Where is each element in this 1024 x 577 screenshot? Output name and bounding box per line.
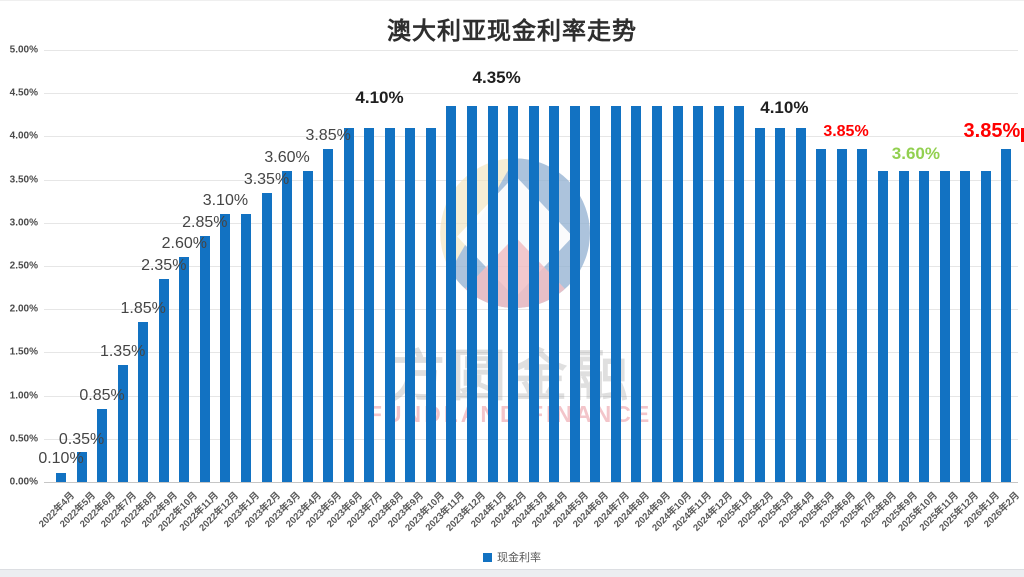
bar — [590, 106, 601, 482]
y-axis-tick-label: 5.00% — [9, 44, 38, 56]
y-axis-tick-label: 0.00% — [9, 476, 38, 488]
data-label: 2.35% — [141, 256, 187, 274]
bar — [56, 473, 66, 482]
bar — [713, 106, 724, 482]
data-label: 0.35% — [58, 430, 105, 448]
data-label: 0.10% — [38, 450, 84, 468]
bar — [651, 106, 662, 482]
bar — [158, 278, 169, 482]
bottom-edge-strip — [0, 569, 1024, 577]
y-axis-tick-label: 4.50% — [9, 87, 38, 99]
bar — [569, 106, 580, 482]
data-label: 1.35% — [99, 343, 146, 361]
bar — [610, 106, 621, 482]
bar — [425, 127, 436, 482]
bar — [919, 170, 930, 482]
bar — [857, 149, 868, 482]
bar — [384, 127, 395, 482]
gridline — [44, 93, 1018, 95]
bar — [898, 170, 909, 482]
data-label: 3.60% — [264, 148, 310, 166]
data-label: 4.10% — [760, 97, 809, 117]
legend-series-label: 现金利率 — [497, 552, 541, 564]
bar — [528, 106, 539, 482]
data-label: 1.85% — [120, 300, 166, 318]
bar — [549, 106, 560, 482]
bar — [76, 451, 87, 482]
bar — [672, 106, 683, 482]
data-label: 3.85% — [963, 120, 1021, 143]
bar — [97, 408, 108, 482]
bar — [302, 170, 313, 482]
legend: 现金利率 — [0, 549, 1024, 565]
bar — [487, 106, 498, 482]
bar — [939, 170, 950, 482]
bar — [343, 127, 354, 482]
bar — [240, 214, 251, 482]
bar — [734, 106, 745, 482]
data-label: 0.85% — [79, 386, 125, 404]
bar — [199, 235, 210, 482]
bar — [980, 170, 991, 482]
bar — [117, 365, 128, 482]
bar — [261, 192, 272, 482]
bar — [405, 127, 416, 482]
bar — [775, 127, 786, 482]
bar — [693, 106, 704, 482]
data-label: 3.85% — [305, 127, 351, 145]
y-axis-tick-label: 2.00% — [9, 303, 38, 315]
bar — [836, 149, 847, 482]
legend-swatch-icon — [483, 552, 492, 562]
bar — [795, 127, 806, 482]
data-label: 3.35% — [243, 170, 290, 188]
bar — [446, 106, 457, 482]
bar — [282, 170, 293, 482]
data-label: 3.10% — [202, 192, 249, 210]
data-label: 3.60% — [891, 143, 940, 163]
bar — [754, 127, 765, 482]
data-label: 3.85% — [823, 123, 869, 141]
y-axis-tick-label: 2.50% — [9, 260, 38, 272]
x-axis-line — [44, 482, 1018, 483]
bar — [816, 149, 827, 482]
y-axis-tick-label: 3.50% — [9, 174, 38, 186]
y-axis-tick-label: 1.00% — [9, 390, 38, 402]
bar — [467, 106, 477, 482]
clipped-red-label-fragment — [1021, 128, 1024, 142]
data-label: 4.35% — [472, 68, 521, 88]
data-label: 4.10% — [355, 87, 404, 107]
bar — [960, 170, 971, 482]
y-axis-tick-label: 3.00% — [9, 217, 38, 229]
gridline — [44, 50, 1018, 51]
bar — [364, 127, 375, 482]
bar — [138, 322, 149, 482]
y-axis-tick-label: 4.00% — [9, 130, 38, 142]
bar — [323, 149, 334, 482]
bar — [631, 106, 642, 482]
y-axis-tick-label: 0.50% — [9, 433, 38, 445]
bar — [508, 106, 519, 482]
bar — [878, 170, 888, 482]
bar — [1001, 149, 1012, 482]
y-axis-tick-label: 1.50% — [9, 346, 38, 358]
chart-title: 澳大利亚现金利率走势 — [387, 19, 637, 45]
bar — [179, 257, 190, 482]
bar — [220, 214, 231, 482]
data-label: 2.85% — [182, 213, 228, 231]
data-label: 2.60% — [161, 235, 207, 253]
